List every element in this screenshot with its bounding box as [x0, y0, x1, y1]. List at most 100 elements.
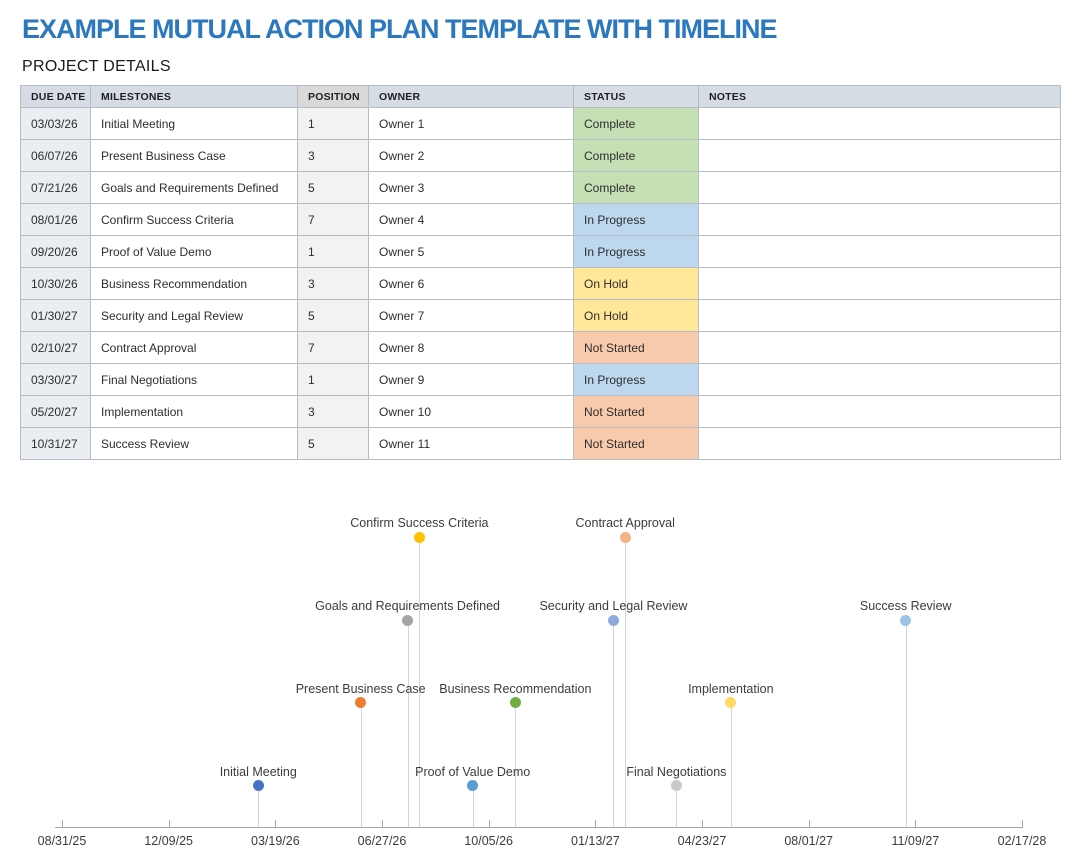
cell-notes — [698, 267, 1061, 300]
cell-due-date: 01/30/27 — [20, 299, 91, 332]
cell-owner: Owner 7 — [368, 299, 574, 332]
cell-status: On Hold — [573, 267, 699, 300]
table-row: 09/20/26 Proof of Value Demo 1 Owner 5 In Pr… — [20, 235, 1061, 268]
axis-tick-label: 01/13/27 — [570, 834, 620, 848]
cell-notes — [698, 171, 1061, 204]
cell-due-date: 02/10/27 — [20, 331, 91, 364]
column-header-owner: OWNER — [368, 85, 574, 108]
milestone-drop-line — [360, 702, 362, 827]
cell-position: 1 — [297, 235, 369, 268]
cell-owner: Owner 2 — [368, 139, 574, 172]
milestone-dot — [355, 697, 367, 709]
axis-tick — [702, 820, 703, 827]
milestone-drop-line — [905, 620, 907, 827]
cell-position: 7 — [297, 331, 369, 364]
cell-due-date: 07/21/26 — [20, 171, 91, 204]
milestone-dot — [670, 780, 682, 792]
x-axis-line — [55, 827, 1023, 828]
project-details-table: DUE DATE MILESTONES POSITION OWNER STATUS NOT… — [20, 85, 1061, 460]
milestone-drop-line — [730, 702, 732, 827]
table-row: 07/21/26 Goals and Requirements Defined 5 O… — [20, 171, 1061, 204]
table-header-row: DUE DATE MILESTONES POSITION OWNER STATUS NOT… — [20, 85, 1061, 108]
axis-tick — [62, 820, 63, 827]
cell-due-date: 08/01/26 — [20, 203, 91, 236]
milestone-dot — [900, 614, 912, 626]
cell-owner: Owner 1 — [368, 107, 574, 140]
cell-position: 1 — [297, 363, 369, 396]
cell-position: 7 — [297, 203, 369, 236]
cell-status: In Progress — [573, 363, 699, 396]
milestone-dot — [252, 780, 264, 792]
milestone-label: Implementation — [688, 681, 774, 696]
milestone-label: Initial Meeting — [219, 764, 297, 779]
table-row: 03/30/27 Final Negotiations 1 Owner 9 In Pro… — [20, 363, 1061, 396]
cell-status: In Progress — [573, 203, 699, 236]
milestone-dot — [725, 697, 737, 709]
cell-milestone: Present Business Case — [90, 139, 298, 172]
milestone-dot — [413, 531, 425, 543]
cell-owner: Owner 5 — [368, 235, 574, 268]
cell-due-date: 10/30/26 — [20, 267, 91, 300]
milestone-drop-line — [258, 785, 260, 827]
cell-milestone: Implementation — [90, 395, 298, 428]
cell-due-date: 03/03/26 — [20, 107, 91, 140]
axis-tick — [595, 820, 597, 827]
axis-tick-label: 12/09/25 — [144, 834, 193, 848]
cell-position: 5 — [297, 299, 369, 332]
cell-milestone: Proof of Value Demo — [90, 235, 298, 268]
axis-tick — [168, 820, 170, 827]
milestone-drop-line — [419, 537, 421, 827]
milestone-dot — [607, 614, 619, 626]
cell-milestone: Final Negotiations — [90, 363, 298, 396]
milestone-label: Contract Approval — [575, 516, 675, 531]
axis-tick — [1022, 820, 1023, 827]
milestone-label: Success Review — [859, 599, 952, 613]
milestone-drop-line — [676, 785, 678, 827]
axis-tick-label: 10/05/26 — [464, 834, 513, 848]
column-header-due_date: DUE DATE — [20, 85, 91, 108]
page-title: EXAMPLE MUTUAL ACTION PLAN TEMPLATE WITH… — [22, 14, 777, 44]
cell-owner: Owner 3 — [368, 171, 574, 204]
cell-position: 3 — [297, 139, 369, 172]
cell-due-date: 06/07/26 — [20, 139, 91, 172]
axis-tick-label: 06/27/26 — [357, 834, 407, 848]
cell-position: 5 — [297, 171, 369, 204]
cell-status: Not Started — [573, 395, 699, 428]
table-row: 10/31/27 Success Review 5 Owner 11 Not Start… — [20, 427, 1061, 460]
milestone-label: Business Recommendation — [439, 681, 592, 696]
cell-notes — [698, 235, 1061, 268]
cell-milestone: Goals and Requirements Defined — [90, 171, 298, 204]
milestone-label: Goals and Requirements Defined — [315, 599, 501, 613]
cell-owner: Owner 10 — [368, 395, 574, 428]
milestone-label: Proof of Value Demo — [415, 764, 531, 779]
cell-owner: Owner 9 — [368, 363, 574, 396]
table-row: 08/01/26 Confirm Success Criteria 7 Owner 4… — [20, 203, 1061, 236]
axis-tick-label: 08/01/27 — [784, 834, 833, 848]
axis-tick-label: 08/31/25 — [37, 834, 87, 848]
cell-notes — [698, 395, 1061, 428]
cell-status: Complete — [573, 107, 699, 140]
axis-tick — [488, 820, 490, 827]
cell-due-date: 10/31/27 — [20, 427, 91, 460]
cell-due-date: 03/30/27 — [20, 363, 91, 396]
cell-milestone: Security and Legal Review — [90, 299, 298, 332]
axis-tick-label: 11/09/27 — [891, 834, 940, 848]
table-row: 03/03/26 Initial Meeting 1 Owner 1 Complete — [20, 107, 1061, 140]
cell-owner: Owner 11 — [368, 427, 574, 460]
table-row: 02/10/27 Contract Approval 7 Owner 8 Not Sta… — [20, 331, 1061, 364]
milestone-label: Present Business Case — [295, 681, 426, 696]
cell-status: In Progress — [573, 235, 699, 268]
milestone-dot — [402, 614, 414, 626]
column-header-position: POSITION — [297, 85, 369, 108]
cell-owner: Owner 6 — [368, 267, 574, 300]
cell-position: 3 — [297, 267, 369, 300]
cell-status: Not Started — [573, 331, 699, 364]
cell-notes — [698, 427, 1061, 460]
cell-milestone: Contract Approval — [90, 331, 298, 364]
cell-milestone: Initial Meeting — [90, 107, 298, 140]
milestone-dot — [509, 697, 521, 709]
cell-status: Complete — [573, 139, 699, 172]
cell-status: Complete — [573, 171, 699, 204]
cell-notes — [698, 107, 1061, 140]
